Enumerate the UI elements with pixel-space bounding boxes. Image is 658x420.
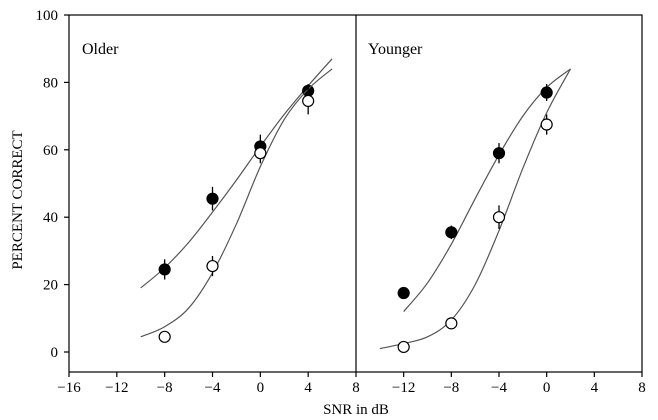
y-axis-label: PERCENT CORRECT xyxy=(10,130,26,269)
x-tick-label: −12 xyxy=(392,380,415,396)
panel-older: −16 −12 −8 −4 0 4 8 xyxy=(57,58,360,396)
data-point-filled xyxy=(397,286,410,300)
x-tick-label: −16 xyxy=(57,380,81,396)
x-tick-label: −8 xyxy=(443,380,459,396)
x-tick-label: 4 xyxy=(591,380,599,396)
y-tick-label: 80 xyxy=(43,75,58,91)
panel-title-younger: Younger xyxy=(368,41,423,58)
data-point-filled xyxy=(445,226,458,239)
fit-curve xyxy=(379,68,572,350)
data-point-filled xyxy=(206,192,219,205)
data-point-open xyxy=(158,330,171,343)
data-point-open xyxy=(540,118,553,131)
x-tick-label: −12 xyxy=(105,380,128,396)
data-point-filled xyxy=(540,86,553,99)
y-tick-label: 0 xyxy=(51,345,59,361)
data-point-open xyxy=(445,317,458,330)
x-axis-label: SNR in dB xyxy=(323,402,389,418)
y-tick-label: 20 xyxy=(43,278,58,294)
x-tick-label: 0 xyxy=(543,380,551,396)
data-point-open xyxy=(492,211,506,224)
y-tick-label: 100 xyxy=(36,8,59,24)
data-point-open xyxy=(397,340,410,354)
panel-title-older: Older xyxy=(82,41,119,58)
y-tick-label: 60 xyxy=(43,143,58,159)
data-point-filled xyxy=(492,147,506,160)
panel-younger: −12 −8 −4 0 4 8 xyxy=(379,68,646,396)
x-tick-label: 8 xyxy=(638,380,646,396)
data-point-open xyxy=(302,94,315,108)
x-tick-label: 4 xyxy=(304,380,312,396)
x-tick-label: 0 xyxy=(257,380,265,396)
x-tick-label: −4 xyxy=(491,380,507,396)
y-axis-ticks: 0 20 40 60 80 100 xyxy=(36,8,69,361)
data-point-open xyxy=(254,147,267,160)
x-tick-label: −8 xyxy=(157,380,173,396)
fit-curve xyxy=(140,68,333,338)
data-point-filled xyxy=(158,263,171,276)
x-tick-label: 8 xyxy=(352,380,360,396)
x-tick-label: −4 xyxy=(205,380,221,396)
y-tick-label: 40 xyxy=(43,210,58,226)
fit-curve xyxy=(140,58,333,289)
fit-curve xyxy=(403,68,571,312)
data-point-open xyxy=(206,259,219,273)
